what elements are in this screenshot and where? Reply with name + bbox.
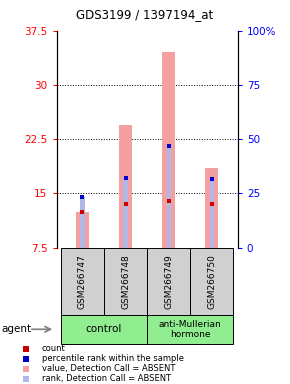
Bar xyxy=(147,248,190,315)
Bar xyxy=(80,197,85,248)
Text: control: control xyxy=(86,324,122,334)
Text: value, Detection Call = ABSENT: value, Detection Call = ABSENT xyxy=(42,364,175,373)
Bar xyxy=(162,53,175,248)
Bar xyxy=(205,168,218,248)
Bar xyxy=(190,248,233,315)
Text: GSM266750: GSM266750 xyxy=(207,254,216,309)
Text: GSM266749: GSM266749 xyxy=(164,254,173,309)
Bar xyxy=(76,212,89,248)
Bar xyxy=(210,179,214,248)
Bar xyxy=(166,146,171,248)
Text: percentile rank within the sample: percentile rank within the sample xyxy=(42,354,184,363)
Bar xyxy=(124,177,128,248)
Bar xyxy=(147,315,233,344)
Bar xyxy=(104,248,147,315)
Bar xyxy=(61,248,104,315)
Bar xyxy=(61,315,147,344)
Text: agent: agent xyxy=(1,324,32,334)
Text: count: count xyxy=(42,344,66,353)
Text: GSM266747: GSM266747 xyxy=(78,254,87,309)
Text: GSM266748: GSM266748 xyxy=(121,254,130,309)
Text: rank, Detection Call = ABSENT: rank, Detection Call = ABSENT xyxy=(42,374,171,384)
Text: GDS3199 / 1397194_at: GDS3199 / 1397194_at xyxy=(76,8,214,21)
Text: anti-Mullerian
hormone: anti-Mullerian hormone xyxy=(159,319,222,339)
Bar xyxy=(119,125,132,248)
